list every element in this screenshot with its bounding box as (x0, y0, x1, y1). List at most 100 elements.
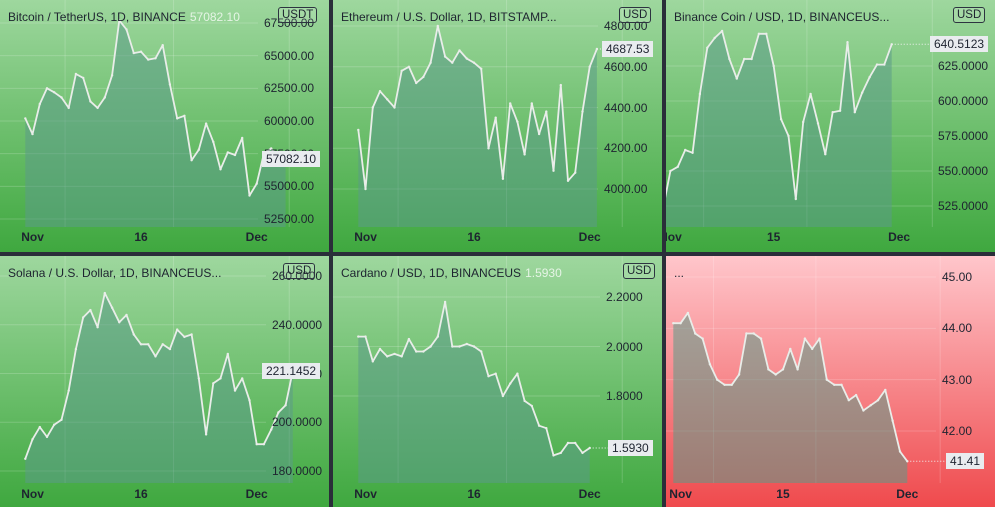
data-point-30 (241, 377, 244, 380)
chart-canvas (666, 256, 946, 483)
series-area (673, 312, 908, 483)
data-point-26 (853, 111, 856, 114)
title-last-value: 1.5930 (525, 266, 562, 280)
y-tick-label-1: 4200.00 (604, 141, 648, 156)
data-point-15 (132, 333, 135, 336)
data-point-8 (415, 81, 418, 85)
y-tick-label-0: 180.0000 (272, 464, 323, 478)
x-tick-label-2: Dec (245, 230, 268, 244)
data-point-14 (458, 345, 461, 348)
data-point-17 (480, 350, 483, 353)
data-point-2 (676, 165, 679, 168)
data-point-30 (891, 419, 894, 422)
data-point-23 (190, 159, 193, 162)
data-point-26 (545, 110, 548, 113)
data-point-19 (161, 343, 164, 346)
data-point-6 (400, 69, 403, 73)
title-last-value: 57082.10 (189, 10, 240, 24)
data-point-27 (219, 168, 222, 171)
x-tick-label-0: Nov (669, 487, 692, 501)
series-area (358, 302, 590, 483)
data-point-22 (183, 114, 186, 118)
chart-title-text: Bitcoin / TetherUS, 1D, BINANCE (8, 10, 186, 24)
data-point-23 (840, 383, 843, 386)
data-point-27 (861, 91, 864, 94)
data-point-28 (868, 76, 871, 79)
data-point-3 (694, 332, 697, 335)
data-point-13 (118, 321, 121, 324)
data-point-7 (74, 72, 78, 76)
x-tick-label-0: Nov (354, 487, 377, 501)
data-point-28 (559, 83, 562, 87)
data-point-32 (588, 65, 591, 69)
chart-title: Bitcoin / TetherUS, 1D, BINANCE 57082.10 (8, 10, 240, 24)
data-point-9 (737, 373, 741, 376)
data-point-15 (465, 57, 468, 60)
data-point-16 (789, 347, 792, 351)
data-point-13 (118, 19, 121, 22)
chart-panel-2[interactable]: 4000.00 4200.00 4400.00 4600.00 4800.00 Nov 16… (333, 0, 662, 252)
chart-panel-1[interactable]: 52500.0055000.0057500.0060000.0062500.00… (0, 0, 329, 252)
x-tick-label-1: 16 (134, 487, 148, 501)
data-point-1 (364, 187, 367, 191)
data-point-16 (139, 50, 143, 53)
data-point-21 (816, 122, 820, 125)
data-point-6 (706, 46, 709, 49)
data-point-1 (31, 132, 34, 136)
data-point-9 (89, 308, 92, 312)
currency-badge[interactable]: USD (619, 7, 652, 23)
data-point-21 (176, 117, 179, 120)
chart-canvas (666, 0, 933, 227)
chart-title-text: Ethereum / U.S. Dollar, 1D, BITSTAMP... (341, 10, 557, 24)
x-tick-label-2: Dec (245, 487, 268, 501)
x-tick-label-0: Nov (21, 487, 44, 501)
y-tick-label-2: 2.2000 (606, 290, 643, 304)
data-point-24 (530, 102, 533, 105)
data-point-25 (204, 122, 208, 125)
data-point-2 (371, 360, 374, 363)
currency-badge[interactable]: USDT (278, 7, 318, 23)
data-point-2 (371, 106, 374, 109)
x-tick-label-1: 16 (467, 230, 481, 244)
data-point-14 (125, 313, 128, 317)
data-point-12 (443, 55, 447, 58)
last-price-label: 41.41 (946, 453, 985, 470)
data-point-10 (96, 106, 99, 110)
chart-canvas (0, 256, 294, 483)
data-point-27 (552, 169, 555, 172)
data-point-16 (139, 343, 143, 346)
data-point-31 (898, 450, 902, 453)
data-point-7 (713, 36, 716, 40)
data-point-5 (393, 352, 396, 356)
chart-title: Binance Coin / USD, 1D, BINANCEUS... (674, 10, 889, 24)
data-point-24 (197, 377, 200, 380)
data-point-0 (24, 457, 27, 460)
data-point-18 (794, 197, 797, 201)
data-point-12 (750, 57, 753, 61)
data-point-28 (226, 352, 229, 356)
chart-title: ... (674, 266, 684, 280)
series-area (25, 293, 293, 483)
currency-badge[interactable]: USD (283, 263, 316, 279)
data-point-32 (255, 182, 258, 185)
chart-panel-4[interactable]: 180.0000200.0000220.0000240.0000260.0000… (0, 256, 329, 507)
data-point-21 (176, 328, 179, 331)
data-point-18 (803, 337, 807, 340)
y-tick-label-1: 43.00 (942, 372, 973, 387)
data-point-18 (154, 57, 157, 60)
x-tick-label-2: Dec (578, 230, 601, 244)
data-point-24 (197, 148, 200, 151)
data-point-28 (559, 451, 562, 455)
data-point-13 (451, 61, 454, 64)
data-point-3 (378, 347, 382, 351)
currency-badge[interactable]: USD (623, 263, 656, 279)
chart-panel-5[interactable]: 1.8000 2.0000 2.2000 Nov 16 Dec Cardano / USD,… (333, 256, 662, 507)
series-area (25, 20, 286, 228)
currency-badge[interactable]: USD (953, 7, 986, 23)
data-point-6 (716, 378, 719, 381)
data-point-25 (537, 132, 541, 136)
chart-panel-3[interactable]: 525.0000 550.0000 575.0000 600.0000 625.0000… (666, 0, 995, 252)
chart-panel-6[interactable]: 42.00 43.00 44.00 45.00 Nov 15 Dec... 41.41 (666, 256, 995, 507)
data-point-4 (691, 151, 694, 154)
data-point-10 (745, 332, 748, 335)
